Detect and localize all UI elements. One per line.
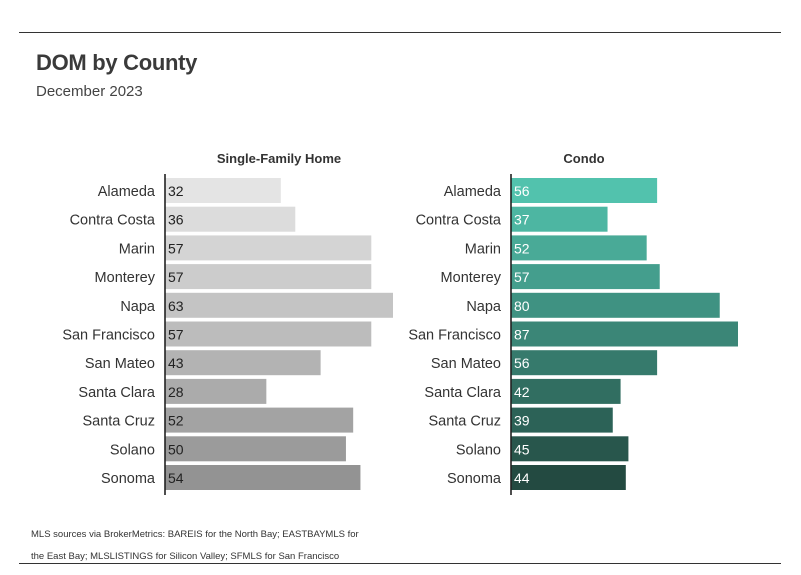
value-label-sfh-santa-clara: 28 <box>168 384 184 400</box>
category-label-condo-marin: Marin <box>465 241 501 257</box>
category-label-condo-sonoma: Sonoma <box>447 471 502 487</box>
value-label-condo-santa-cruz: 39 <box>514 413 530 429</box>
bar-condo-sonoma <box>511 465 626 490</box>
bar-condo-santa-cruz <box>511 407 613 433</box>
value-label-condo-contra-costa: 37 <box>514 212 530 228</box>
bottom-rule <box>19 563 781 564</box>
category-label-sfh-napa: Napa <box>120 299 156 315</box>
bar-condo-contra-costa <box>511 206 608 232</box>
category-label-condo-santa-cruz: Santa Cruz <box>428 414 501 430</box>
bar-sfh-contra-costa <box>165 206 296 232</box>
category-label-sfh-sonoma: Sonoma <box>101 471 156 487</box>
value-label-condo-marin: 52 <box>514 240 530 256</box>
category-label-sfh-alameda: Alameda <box>98 184 156 200</box>
bar-sfh-san-mateo <box>165 350 321 376</box>
bar-condo-san-mateo <box>511 350 658 376</box>
bar-condo-san-francisco <box>511 321 738 347</box>
category-label-condo-alameda: Alameda <box>444 184 502 200</box>
value-label-sfh-marin: 57 <box>168 240 184 256</box>
bar-sfh-santa-clara <box>165 378 267 404</box>
category-label-condo-monterey: Monterey <box>441 270 502 286</box>
category-label-condo-san-francisco: San Francisco <box>408 328 501 344</box>
value-label-sfh-monterey: 57 <box>168 269 184 285</box>
bar-condo-napa <box>511 292 720 318</box>
category-label-sfh-san-mateo: San Mateo <box>85 356 155 372</box>
bar-condo-monterey <box>511 264 660 290</box>
bar-sfh-sonoma <box>165 465 361 490</box>
bar-condo-santa-clara <box>511 378 621 404</box>
value-label-sfh-san-francisco: 57 <box>168 327 184 343</box>
bar-sfh-san-francisco <box>165 321 372 347</box>
value-label-sfh-napa: 63 <box>168 298 184 314</box>
chart-subtitle: December 2023 <box>36 83 143 100</box>
category-label-condo-contra-costa: Contra Costa <box>416 213 502 229</box>
value-label-condo-san-mateo: 56 <box>514 355 530 371</box>
value-label-condo-santa-clara: 42 <box>514 384 530 400</box>
value-label-sfh-contra-costa: 36 <box>168 212 184 228</box>
category-label-sfh-contra-costa: Contra Costa <box>70 213 156 229</box>
value-label-condo-san-francisco: 87 <box>514 327 530 343</box>
bar-condo-marin <box>511 235 647 261</box>
value-label-condo-sonoma: 44 <box>514 470 530 486</box>
category-label-condo-san-mateo: San Mateo <box>431 356 501 372</box>
value-label-condo-alameda: 56 <box>514 183 530 199</box>
bar-sfh-solano <box>165 436 346 462</box>
category-label-sfh-san-francisco: San Francisco <box>62 328 155 344</box>
category-label-sfh-marin: Marin <box>119 241 155 257</box>
category-label-sfh-santa-cruz: Santa Cruz <box>82 414 155 430</box>
category-label-sfh-solano: Solano <box>110 442 155 458</box>
bar-sfh-napa <box>165 292 393 318</box>
bar-condo-solano <box>511 436 629 462</box>
value-label-condo-solano: 45 <box>514 441 530 457</box>
value-label-sfh-santa-cruz: 52 <box>168 413 184 429</box>
top-rule <box>19 32 781 33</box>
value-label-condo-napa: 80 <box>514 298 530 314</box>
bar-sfh-alameda <box>165 178 281 203</box>
panel-title-single-family: Single-Family Home <box>216 151 342 166</box>
panel-title-condo: Condo <box>563 151 605 166</box>
chart-title: DOM by County <box>36 50 198 75</box>
source-footnote: MLS sources via BrokerMetrics: BAREIS fo… <box>31 529 359 562</box>
value-label-sfh-sonoma: 54 <box>168 470 184 486</box>
category-label-sfh-santa-clara: Santa Clara <box>78 385 156 401</box>
category-label-condo-santa-clara: Santa Clara <box>424 385 502 401</box>
bar-sfh-santa-cruz <box>165 407 354 433</box>
category-label-condo-napa: Napa <box>466 299 502 315</box>
value-label-sfh-solano: 50 <box>168 441 184 457</box>
value-label-sfh-san-mateo: 43 <box>168 355 184 371</box>
value-label-condo-monterey: 57 <box>514 269 530 285</box>
category-label-condo-solano: Solano <box>456 442 501 458</box>
bar-sfh-marin <box>165 235 372 261</box>
value-label-sfh-alameda: 32 <box>168 183 184 199</box>
category-label-sfh-monterey: Monterey <box>95 270 156 286</box>
bar-sfh-monterey <box>165 264 372 290</box>
bar-condo-alameda <box>511 178 658 203</box>
